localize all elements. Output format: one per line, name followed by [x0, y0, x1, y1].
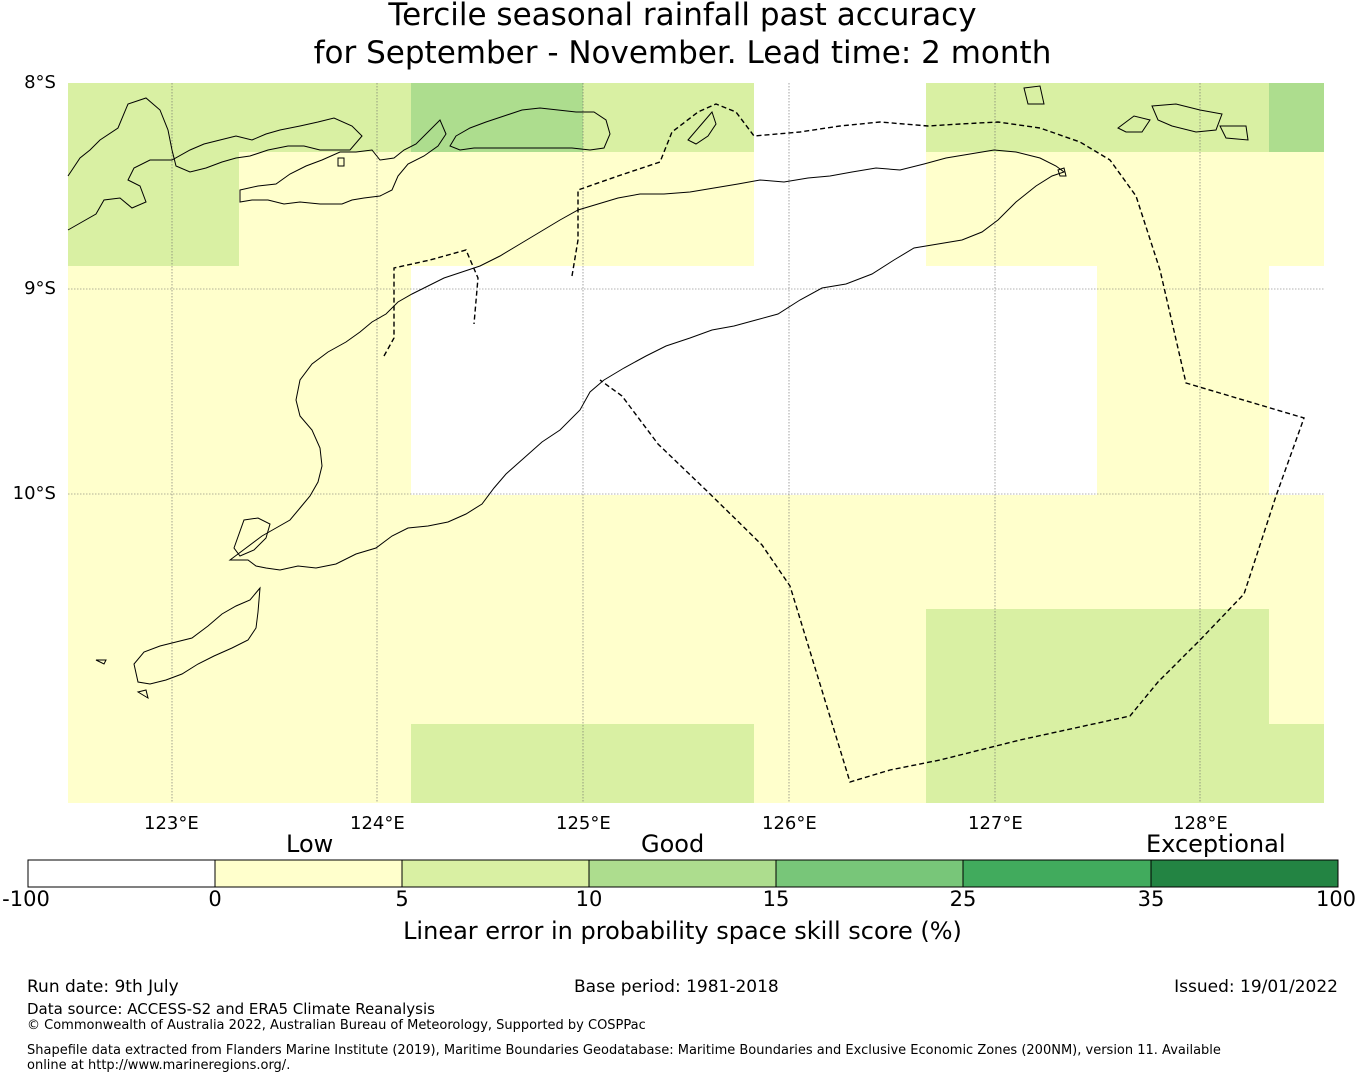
- alor-coastline: [239, 119, 447, 205]
- low-skill-cell: [1097, 266, 1269, 380]
- moderate-skill-cell: [68, 83, 411, 152]
- colorbar-tick: 15: [762, 887, 790, 911]
- data-source: Data source: ACCESS-S2 and ERA5 Climate …: [27, 1000, 435, 1018]
- lon-label: 124°E: [350, 813, 405, 834]
- chart-title-line1: Tercile seasonal rainfall past accuracy: [388, 0, 977, 33]
- colorbar-category-low: Low: [286, 830, 334, 858]
- colorbar-tick: 25: [949, 887, 977, 911]
- shapefile-credit: Shapefile data extracted from Flanders M…: [27, 1043, 1221, 1073]
- colorbar-tick: 0: [208, 887, 222, 911]
- lat-label: 10°S: [12, 483, 56, 504]
- base-period: Base period: 1981-2018: [574, 977, 779, 997]
- moderate-skill-cell: [68, 152, 239, 266]
- colorbar-label: Linear error in probability space skill …: [403, 917, 962, 945]
- small-island: [1117, 115, 1151, 133]
- small-island: [337, 157, 345, 167]
- good-skill-cell: [411, 83, 583, 152]
- small-island: [1219, 125, 1249, 141]
- colorbar-tick: 35: [1137, 887, 1165, 911]
- graticule: [68, 83, 1324, 803]
- small-island: [136, 689, 149, 700]
- lon-label: 125°E: [556, 813, 611, 834]
- run-date: Run date: 9th July: [27, 977, 179, 997]
- colorbar-segment: [589, 860, 776, 887]
- issued-date: Issued: 19/01/2022: [1174, 977, 1338, 997]
- wetar-coastline: [449, 107, 611, 151]
- moderate-skill-cell: [926, 83, 1269, 152]
- colorbar-tick: 100: [1315, 887, 1357, 911]
- colorbar-tick: 10: [575, 887, 603, 911]
- moderate-skill-cell: [1269, 724, 1324, 803]
- small-island: [1057, 167, 1067, 177]
- moderate-skill-cell: [411, 724, 754, 803]
- no-skill-region-west: [411, 266, 754, 495]
- atauro-coastline: [687, 111, 717, 145]
- small-island: [1151, 103, 1223, 133]
- colorbar-segment: [776, 860, 963, 887]
- coastlines: [67, 85, 1249, 700]
- timor-leste-eez-boundary: [571, 103, 1305, 783]
- moderate-skill-cell: [926, 609, 1269, 803]
- colorbar: [27, 859, 1339, 888]
- timor-coastline: [228, 149, 1066, 571]
- semau-coastline: [233, 517, 271, 557]
- lon-label: 128°E: [1173, 813, 1228, 834]
- small-island: [95, 659, 107, 665]
- lat-label: 9°S: [24, 278, 56, 299]
- no-skill-region-far-east: [1269, 266, 1324, 495]
- colorbar-segment: [1151, 860, 1338, 887]
- eez-boundaries: [383, 103, 1305, 783]
- colorbar-segment: [215, 860, 402, 887]
- colorbar-tick: -100: [2, 887, 50, 911]
- no-skill-region-east: [926, 266, 1097, 495]
- colorbar-tick: 5: [395, 887, 409, 911]
- colorbar-segment: [28, 860, 215, 887]
- colorbar-segment: [402, 860, 589, 887]
- lon-label: 126°E: [762, 813, 817, 834]
- rote-coastline: [133, 586, 261, 685]
- good-skill-cell: [1269, 83, 1324, 152]
- chart-title-line2: for September - November. Lead time: 2 m…: [313, 35, 1052, 71]
- colorbar-segment: [963, 860, 1151, 887]
- colorbar-category-good: Good: [641, 830, 705, 858]
- lon-label: 123°E: [144, 813, 199, 834]
- oecusse-eez-boundary: [383, 249, 479, 357]
- lon-label: 127°E: [968, 813, 1023, 834]
- small-island: [1023, 85, 1045, 105]
- copyright: © Commonwealth of Australia 2022, Austra…: [27, 1018, 646, 1033]
- colorbar-category-exceptional: Exceptional: [1146, 830, 1286, 858]
- lat-label: 8°S: [24, 72, 56, 93]
- flores-coastline: [67, 97, 363, 231]
